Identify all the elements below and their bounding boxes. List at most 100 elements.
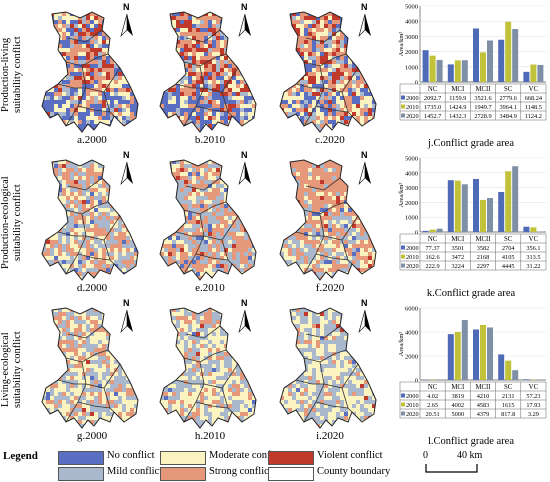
map-figure xyxy=(279,159,377,281)
x-category-label: MCI xyxy=(451,384,465,391)
y-tick-label: 2000 xyxy=(405,49,418,56)
bar-MCI-2010 xyxy=(454,60,461,82)
legend-label: Moderate conflict xyxy=(209,450,284,461)
row-title-living-ecological: Living-ecological suitability conflict xyxy=(0,331,23,409)
scale-distance-label: 40 km xyxy=(457,450,483,461)
x-category-label: MCII xyxy=(475,384,491,391)
map-i-2020 xyxy=(276,304,380,437)
map-b-2010 xyxy=(156,8,260,141)
bar-MCI-2010 xyxy=(454,180,461,232)
legend-swatch xyxy=(58,467,104,481)
legend-label: Strong conflict xyxy=(209,466,272,477)
bar-MCII-2020 xyxy=(487,40,493,82)
data-label: 3224 xyxy=(452,263,465,270)
y-axis-label: Area/km² xyxy=(398,32,405,57)
data-label: 3819 xyxy=(452,393,465,400)
y-tick-label: 0 xyxy=(415,80,418,87)
x-category-label: VC xyxy=(529,236,539,243)
x-category-label: SC xyxy=(504,236,513,243)
bar-VC-2000 xyxy=(523,71,530,82)
y-tick-label: 4000 xyxy=(405,330,418,337)
data-label: 5000 xyxy=(452,411,465,418)
chart-j-svg: 0 1000 2000 3000 4000 5000 Area/km² NC MCI MCII SC… xyxy=(398,4,547,121)
data-label: 3484.9 xyxy=(500,113,517,120)
data-label: 3.29 xyxy=(528,411,539,418)
legend-key-2010 xyxy=(401,254,405,259)
x-category-label: SC xyxy=(504,86,513,93)
chart-l-svg: 0 2000 4000 6000 Area/km² NC MCI MCII SC VC 2000 4.… xyxy=(398,306,547,419)
data-label: 1735.0 xyxy=(424,104,441,111)
scale-zero-label: 0 xyxy=(423,450,428,461)
legend-key-2020 xyxy=(401,411,405,416)
legend-key-2020 xyxy=(401,113,405,118)
y-axis-label: Area/km² xyxy=(398,183,405,208)
legend-swatch xyxy=(268,451,314,465)
data-label: 356.1 xyxy=(526,245,540,252)
legend-swatch xyxy=(58,451,104,465)
bar-NC-2010 xyxy=(429,55,436,82)
map-figure xyxy=(41,307,139,429)
bar-VC-2010 xyxy=(530,227,537,232)
map-label: e.2010 xyxy=(195,282,225,294)
map-figure xyxy=(159,159,257,281)
bar-VC-2010 xyxy=(530,64,537,82)
chart-k-title: k.Conflict grade area xyxy=(426,288,516,299)
map-label: g.2000 xyxy=(76,430,108,442)
data-label: 17.93 xyxy=(526,402,540,409)
data-label: 4583 xyxy=(477,402,490,409)
map-label: c.2020 xyxy=(315,134,345,146)
north-label: N xyxy=(361,2,368,12)
map-label: h.2010 xyxy=(194,430,226,442)
bar-MCII-2010 xyxy=(480,199,486,232)
chart-k-svg: 0 1000 2000 3000 4000 5000 Area/km² NC MCI MCII SC… xyxy=(398,156,547,271)
y-tick-label: 1000 xyxy=(405,64,418,71)
bar-MCII-2000 xyxy=(473,178,479,232)
series-label: 2000 xyxy=(406,245,419,252)
legend-key-2000 xyxy=(401,245,405,250)
data-label: 817.8 xyxy=(501,411,515,418)
bar-VC-2000 xyxy=(523,379,530,380)
series-label: 2010 xyxy=(406,104,419,111)
bar-MCI-2010 xyxy=(454,331,461,380)
data-label: 2704 xyxy=(502,245,515,252)
bar-MCII-2000 xyxy=(473,329,479,380)
map-g-2000 xyxy=(38,304,142,437)
x-category-label: VC xyxy=(529,384,539,391)
data-label: 1432.3 xyxy=(449,113,466,120)
legend-key-2000 xyxy=(401,393,405,398)
y-tick-label: 5000 xyxy=(405,4,418,11)
data-label: 2779.6 xyxy=(500,95,517,102)
series-label: 2010 xyxy=(406,402,419,409)
bar-SC-2010 xyxy=(505,360,512,380)
bar-NC-2020 xyxy=(436,59,443,82)
legend-label: No conflict xyxy=(107,450,155,461)
legend-key-2010 xyxy=(401,402,405,407)
data-label: 1159.9 xyxy=(449,95,466,102)
data-label: 4445 xyxy=(502,263,515,270)
legend-label: Mild conflict xyxy=(107,466,163,477)
chart-j-title: j.Conflict grade area xyxy=(428,138,514,149)
bar-NC-2000 xyxy=(422,230,429,232)
bar-SC-2000 xyxy=(498,39,505,82)
legend-swatch xyxy=(268,467,314,481)
data-label: 162.6 xyxy=(426,254,440,261)
bar-MCI-2000 xyxy=(447,334,454,380)
data-label: 4.02 xyxy=(427,393,438,400)
map-figure xyxy=(279,307,377,429)
x-category-label: NC xyxy=(428,86,438,93)
data-label: 2297 xyxy=(477,263,490,270)
data-label: 2168 xyxy=(477,254,490,261)
scale-bar-line xyxy=(425,464,478,473)
bar-SC-2020 xyxy=(512,370,519,380)
map-label: i.2020 xyxy=(316,430,344,442)
map-f-2020 xyxy=(276,156,380,289)
data-label: 2.65 xyxy=(427,402,438,409)
chart-l: 0 2000 4000 6000 Area/km² NC MCI MCII SC VC 2000 4.… xyxy=(396,302,548,448)
map-figure xyxy=(159,11,257,133)
series-label: 2000 xyxy=(406,393,419,400)
y-tick-label: 4000 xyxy=(405,19,418,26)
data-label: 3501 xyxy=(452,245,465,252)
x-category-label: MCI xyxy=(451,86,465,93)
scale-bar: 0 40 km xyxy=(415,448,545,478)
data-label: 3582 xyxy=(477,245,490,252)
